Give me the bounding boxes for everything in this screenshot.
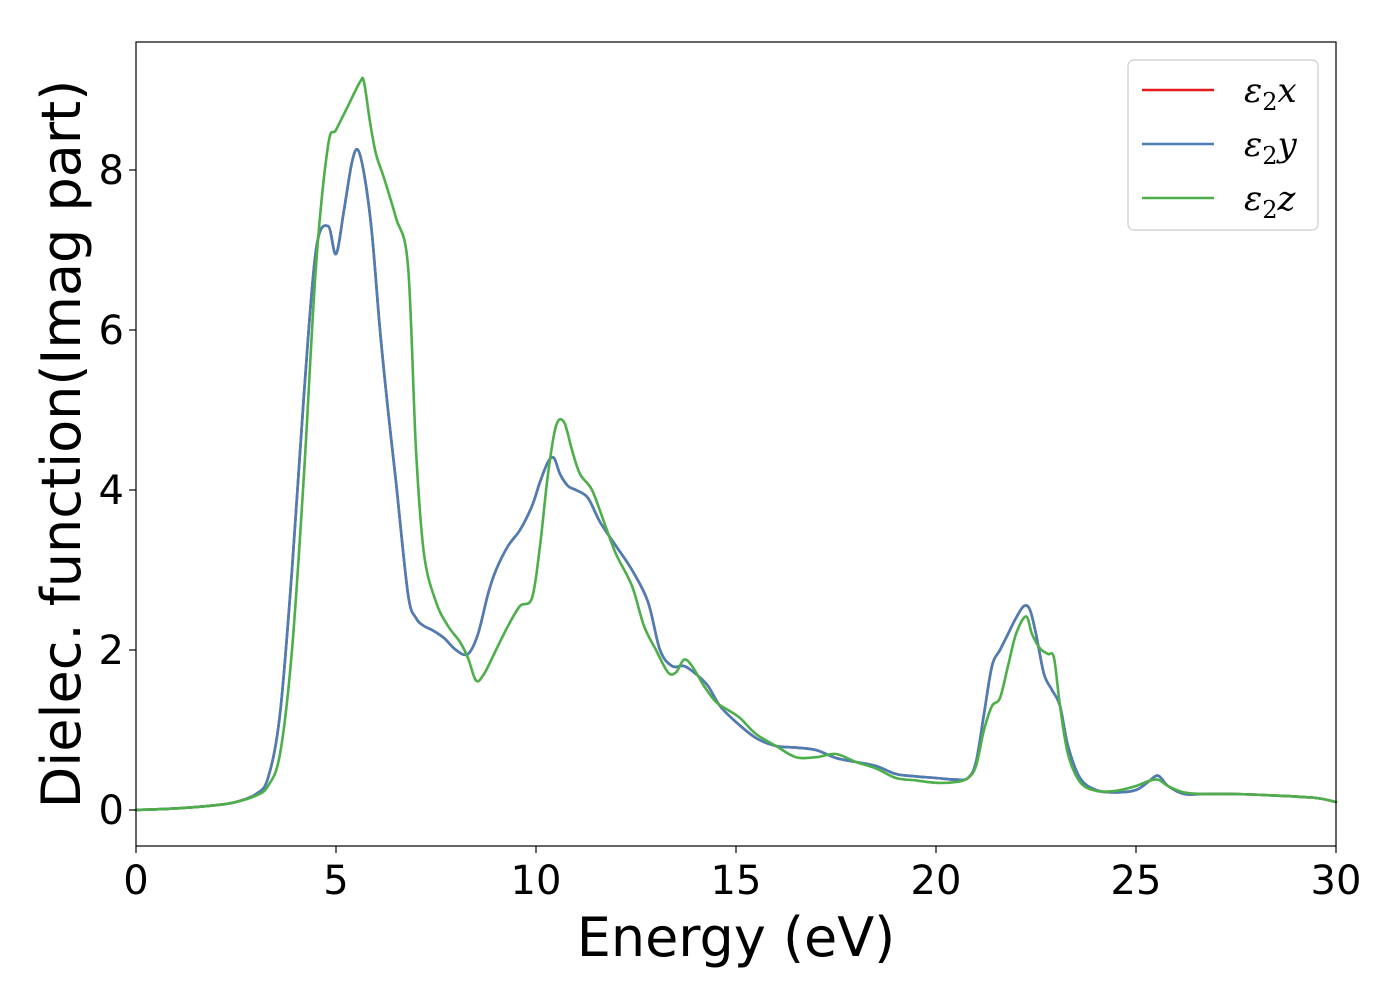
y-tick-label: 6: [99, 308, 124, 354]
legend-label-y: ε2y: [1244, 125, 1298, 170]
y-tick-label: 8: [99, 148, 124, 194]
legend: ε2x ε2y ε2z: [1127, 59, 1319, 231]
legend-label-x: ε2x: [1244, 71, 1297, 116]
y-tick-label: 0: [99, 788, 124, 834]
x-tick-label: 10: [511, 858, 562, 904]
series-layer: [134, 76, 1338, 812]
x-tick-label: 30: [1311, 858, 1362, 904]
y-tick-label: 2: [99, 628, 124, 674]
x-tick-label: 0: [123, 858, 148, 904]
y-axis-title: Dielec. function(Imag part): [30, 80, 93, 809]
series-line-z: [134, 76, 1338, 812]
y-axis-ticks: 0 2 4 6 8: [99, 148, 136, 834]
x-tick-label: 15: [711, 858, 762, 904]
x-tick-label: 20: [911, 858, 962, 904]
y-tick-label: 4: [99, 468, 124, 514]
legend-label-z: ε2z: [1244, 179, 1297, 224]
x-tick-label: 5: [323, 858, 348, 904]
series-line-y: [134, 148, 1338, 812]
legend-box: [1127, 59, 1319, 231]
x-axis-ticks: 0 5 10 15 20 25 30: [123, 846, 1361, 904]
x-tick-label: 25: [1111, 858, 1162, 904]
x-axis-title: Energy (eV): [577, 906, 896, 969]
